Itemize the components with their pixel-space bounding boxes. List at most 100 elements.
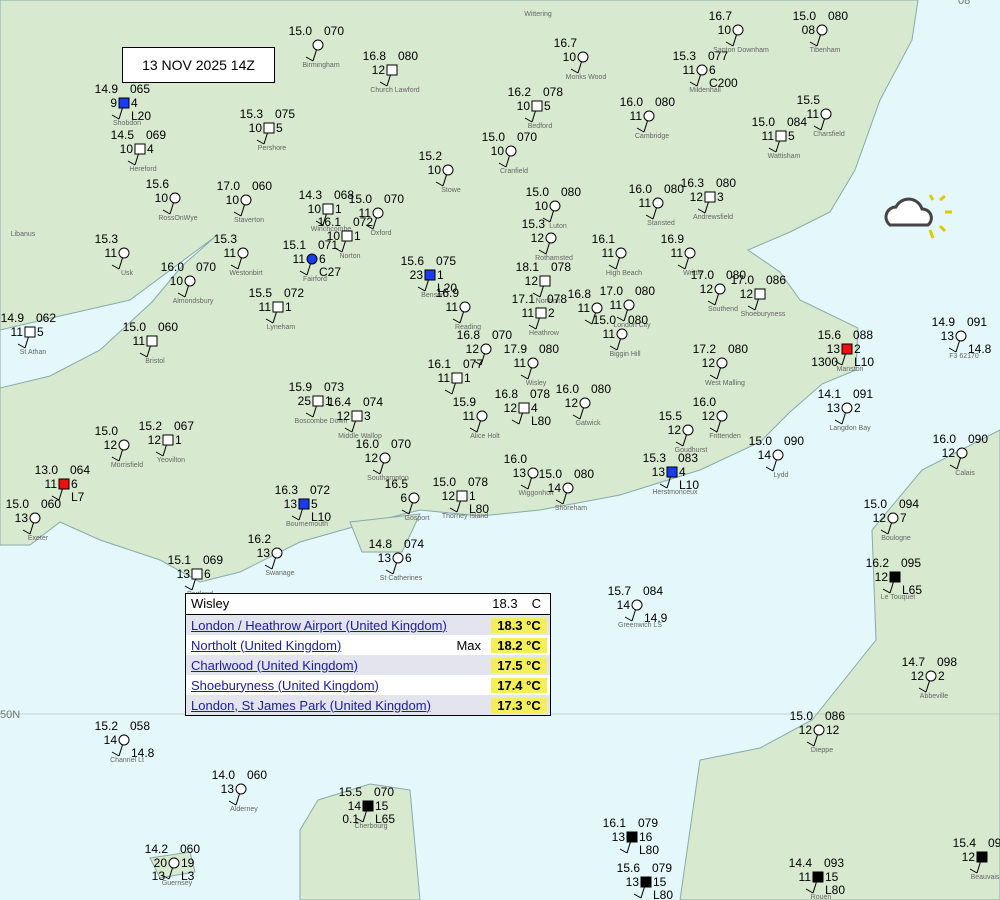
station-n: Goudhurst	[675, 447, 708, 454]
station-t: 15.0	[539, 467, 563, 481]
station-d: 10	[120, 142, 134, 156]
station-v: L80	[639, 843, 659, 857]
station-p: 075	[275, 107, 295, 121]
wind-barb	[555, 499, 564, 505]
sky-cover	[306, 253, 318, 265]
station-p: 090	[968, 432, 988, 446]
station-t: 15.5	[659, 409, 683, 423]
station-t: 17.0	[217, 179, 241, 193]
station-v: 14.8	[131, 746, 155, 760]
place-link[interactable]: London / Heathrow Airport (United Kingdo…	[191, 617, 447, 633]
station: 16.012 Frittenden	[693, 395, 741, 440]
station-n: Southend	[708, 306, 738, 313]
station-t: 15.2	[139, 419, 163, 433]
place-link[interactable]: Shoeburyness (United Kingdom)	[191, 677, 379, 693]
station-d: 11	[522, 306, 535, 320]
sky-cover	[372, 207, 384, 219]
row-value: 18.2 °C	[491, 637, 547, 653]
station-n: Wisley	[526, 380, 547, 387]
sky-cover	[816, 24, 828, 36]
sky-cover	[652, 197, 664, 209]
station-d: 12	[504, 401, 518, 415]
station-t: 16.2	[866, 556, 890, 570]
station-w: 2	[854, 401, 861, 415]
station-n: High Beach	[606, 270, 642, 277]
wind-barb	[624, 616, 633, 622]
sky-cover	[887, 512, 899, 524]
wind-barb	[256, 139, 265, 145]
station-n: Hereford	[129, 166, 156, 173]
station-p: 073	[324, 380, 344, 394]
station-n: Bedford	[528, 123, 553, 130]
station-d: 11	[683, 63, 696, 77]
station-t: 15.0	[349, 192, 373, 206]
station-n: Lyneham	[267, 324, 296, 331]
station: 15.012 Morrisfield	[95, 424, 144, 469]
station: 16.911 Writtle	[661, 232, 703, 277]
station-p: 072	[284, 286, 304, 300]
station-d: 12	[702, 409, 716, 423]
station-p: 080	[655, 95, 675, 109]
wind-barb	[184, 585, 193, 591]
wind-barb	[806, 741, 815, 747]
station-p: 086	[766, 273, 786, 287]
station-w: 6	[204, 567, 211, 581]
station-d: 11	[446, 300, 459, 314]
sky-cover	[118, 734, 130, 746]
station-n: Wattisham	[768, 153, 801, 160]
popup-row: Northolt (United Kingdom) Max 18.2 °C	[186, 635, 550, 655]
wind-barb	[805, 888, 814, 894]
station-t: 15.0	[793, 9, 817, 23]
station: 15.511 Charsfield	[797, 93, 845, 138]
station-n: Thorney Island	[442, 513, 488, 520]
station-v: C200	[709, 76, 738, 90]
station-t: 15.0	[95, 424, 119, 438]
sky-cover	[118, 439, 130, 451]
sky-cover	[716, 410, 728, 422]
wind-barb	[813, 125, 822, 131]
sky-cover	[714, 283, 726, 295]
station-t: 15.0	[790, 709, 814, 723]
wind-barb	[697, 208, 706, 214]
sky-cover	[237, 247, 249, 259]
station-w: 4	[147, 142, 154, 156]
station-p: 09	[988, 836, 1000, 850]
station-d: 13	[15, 511, 29, 525]
station-p: 060	[41, 497, 61, 511]
station: 15.911 Alice Holt	[453, 395, 500, 440]
station-p: 079	[638, 816, 658, 830]
sky-cover	[169, 192, 181, 204]
station-n: Norton	[339, 253, 360, 260]
station: 15.008 080 Tibenham	[793, 9, 849, 54]
place-link[interactable]: Charlwood (United Kingdom)	[191, 657, 358, 673]
station-p: 080	[398, 49, 418, 63]
station-x: 1300	[811, 355, 838, 369]
station: Wittering	[524, 11, 552, 18]
station-w: 15	[653, 875, 667, 889]
place-link[interactable]: Northolt (United Kingdom)	[191, 637, 342, 653]
station-d: 10	[327, 229, 341, 243]
station-n: Shoeburyness	[741, 311, 786, 318]
sky-cover	[351, 410, 363, 422]
place-link[interactable]: London, St James Park (United Kingdom)	[191, 697, 431, 713]
station-p: 070	[517, 130, 537, 144]
station-d: 11	[105, 246, 118, 260]
station-n: Benson	[421, 292, 445, 299]
station-d: 12	[372, 63, 386, 77]
wind-barb	[473, 360, 482, 366]
sky-cover	[616, 328, 628, 340]
station-d: 12	[466, 342, 480, 356]
sky-cover	[146, 335, 158, 347]
station-d: 08	[802, 23, 816, 37]
station: 15.311 Usk	[95, 232, 134, 277]
station-d: 10	[226, 193, 240, 207]
weather-icon	[928, 194, 952, 239]
